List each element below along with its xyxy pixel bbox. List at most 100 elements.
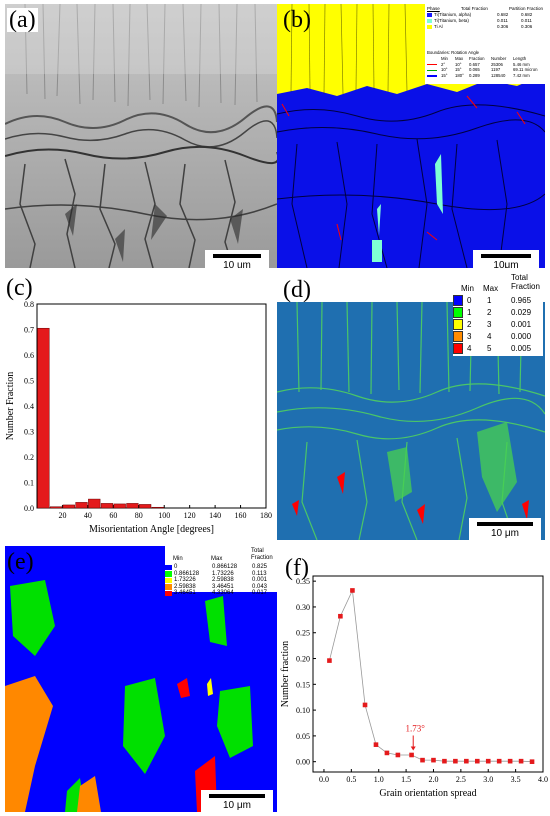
gos-legend-swatch (165, 590, 172, 596)
kam-legend-row: 3 4 0.000 (453, 330, 543, 342)
x-tick-label: 3.0 (483, 775, 493, 784)
gos-legend-max: 1.73226 (212, 570, 234, 577)
gos-legend-min: 0 (174, 564, 178, 571)
gos-legend-max: 4.33064 (212, 590, 234, 597)
gos-legend-row: 1.73226 2.59838 0.001 (165, 577, 277, 584)
histogram-bar (75, 502, 88, 509)
kam-legend-row: 4 5 0.005 (453, 342, 543, 354)
x-tick-label: 1.5 (401, 775, 411, 784)
data-point (409, 752, 414, 758)
histogram-bar (62, 504, 75, 509)
scalebar-line (209, 794, 265, 798)
kam-legend-max: 4 (487, 331, 492, 341)
kam-legend-swatch (453, 306, 463, 318)
panel-d-scalebar: 10 μm (469, 518, 541, 540)
kam-legend-min: 1 (467, 307, 472, 317)
y-tick-label: 0.8 (24, 300, 34, 309)
annotation-arrowhead (410, 746, 416, 751)
gos-legend-row: 2.59838 3.46451 0.043 (165, 584, 277, 591)
phase-header-phase: Phase (427, 6, 440, 11)
kam-legend-row: 1 2 0.029 (453, 306, 543, 318)
plot-frame (312, 575, 544, 773)
data-point (518, 758, 524, 764)
gos-legend-max: 0.866128 (212, 564, 238, 571)
scalebar-line (213, 254, 261, 258)
y-axis-label: Number fraction (280, 641, 291, 707)
boundary-max: 10° (455, 61, 462, 67)
phase-swatch (427, 19, 432, 24)
phase-header-total: Total Fraction (460, 6, 488, 11)
y-tick-label: 0.35 (296, 577, 310, 586)
panel-d-kam-map: (d) Total Fraction Min Max 0 1 0.965 1 2 0.02… (277, 272, 545, 540)
y-tick-label: 0.5 (24, 377, 34, 386)
phase-total: 0.682 (497, 12, 509, 18)
boundary-length: 5.46 mm (513, 61, 530, 67)
phase-total: 0.306 (497, 24, 509, 30)
boundary-row: 15° 180° 0.289 128540 7.42 mm (427, 73, 543, 79)
panel-c-chart: (c) 0.0 0.1 0.2 0.3 0.4 0.5 0.6 0.7 0.8 20 40 60 80 1… (0, 272, 277, 540)
x-tick-label: 2.0 (428, 775, 438, 784)
x-tick-label: 0.5 (346, 775, 356, 784)
panel-f-chart: (f) 0.00 0.05 0.10 0.15 0.20 0.25 0.30 0.35 0.0 0… (277, 546, 550, 816)
phase-table: Phase Total Fraction Partition Fraction … (425, 4, 545, 48)
scalebar-line (481, 254, 531, 258)
data-point (350, 588, 355, 593)
histogram-bar (100, 503, 114, 509)
kam-legend-swatch (453, 330, 463, 342)
boundary-min: 15° (441, 73, 448, 79)
annotation-label: 1.73° (406, 723, 426, 733)
kam-legend-swatch (453, 342, 463, 354)
phase-partition: 0.011 (521, 18, 532, 24)
panel-a-micrograph: (a) 10 um (5, 4, 277, 268)
kam-legend-header-min: Min (461, 284, 474, 293)
y-tick-label: 0.00 (296, 758, 310, 767)
panel-b-label: (b) (283, 7, 311, 33)
gos-legend-row: 3.46451 4.33064 0.017 (165, 590, 277, 597)
gos-legend-swatch (165, 577, 172, 583)
kam-legend-header-max: Max (483, 284, 499, 293)
kam-legend-fraction: 0.001 (511, 319, 532, 329)
y-tick-label: 0.4 (24, 402, 34, 411)
scalebar-line (477, 522, 533, 526)
panel-a-label: (a) (7, 7, 38, 33)
bh-length: Length (513, 55, 527, 61)
x-tick-label: 1.0 (374, 775, 384, 784)
boundary-fraction: 0.065 (469, 67, 480, 73)
gos-legend-max: 3.46451 (212, 583, 234, 590)
kam-legend-fraction: 0.029 (511, 307, 532, 317)
phase-total: 0.011 (497, 18, 508, 24)
gos-legend-rows: 0 0.866128 0.825 0.866128 1.73226 0.113 1.7322… (165, 564, 277, 597)
y-tick-label: 0.2 (24, 453, 34, 462)
panel-e-label: (e) (7, 549, 34, 575)
micrograph-a-image (5, 4, 277, 268)
phase-rows: Ti(Titanium, alpha) 0.682 0.682 Ti(Titanium… (427, 12, 543, 30)
gos-legend-row: 0.866128 1.73226 0.113 (165, 571, 277, 578)
histogram-bar (139, 504, 152, 509)
kam-legend-row: 0 1 0.965 (453, 294, 543, 306)
panel-d-label: (d) (283, 277, 311, 303)
panel-b-phase-map: (b) Phase Total Fraction Partition Fract… (277, 4, 545, 268)
gos-legend-min: 1.73226 (174, 577, 196, 584)
panel-f-label: (f) (285, 555, 309, 581)
boundary-length: 69.11 micron (513, 67, 538, 73)
data-point (496, 758, 502, 764)
data-point (431, 757, 436, 763)
phase-header-partition: Partition Fraction (508, 6, 543, 11)
data-point (464, 758, 469, 764)
phase-row: Ti Al 0.306 0.306 (427, 24, 543, 30)
data-point (395, 752, 401, 758)
phase-partition: 0.306 (521, 24, 533, 30)
histogram-bar (49, 506, 63, 509)
bh-max: Max (455, 55, 464, 61)
plot-frame (36, 303, 267, 509)
boundary-number: 1197 (491, 67, 501, 73)
x-tick-label: 40 (84, 511, 92, 520)
scalebar-label: 10 um (223, 260, 251, 268)
x-tick-label: 60 (109, 511, 117, 520)
kam-legend-max: 1 (487, 295, 492, 305)
bh-number: Number (491, 55, 507, 61)
phase-row: Ti(Titanium, beta) 0.011 0.011 (427, 18, 543, 24)
boundary-min: 2° (441, 61, 446, 67)
data-point (453, 758, 458, 764)
gos-legend-min: 0.866128 (174, 570, 200, 577)
